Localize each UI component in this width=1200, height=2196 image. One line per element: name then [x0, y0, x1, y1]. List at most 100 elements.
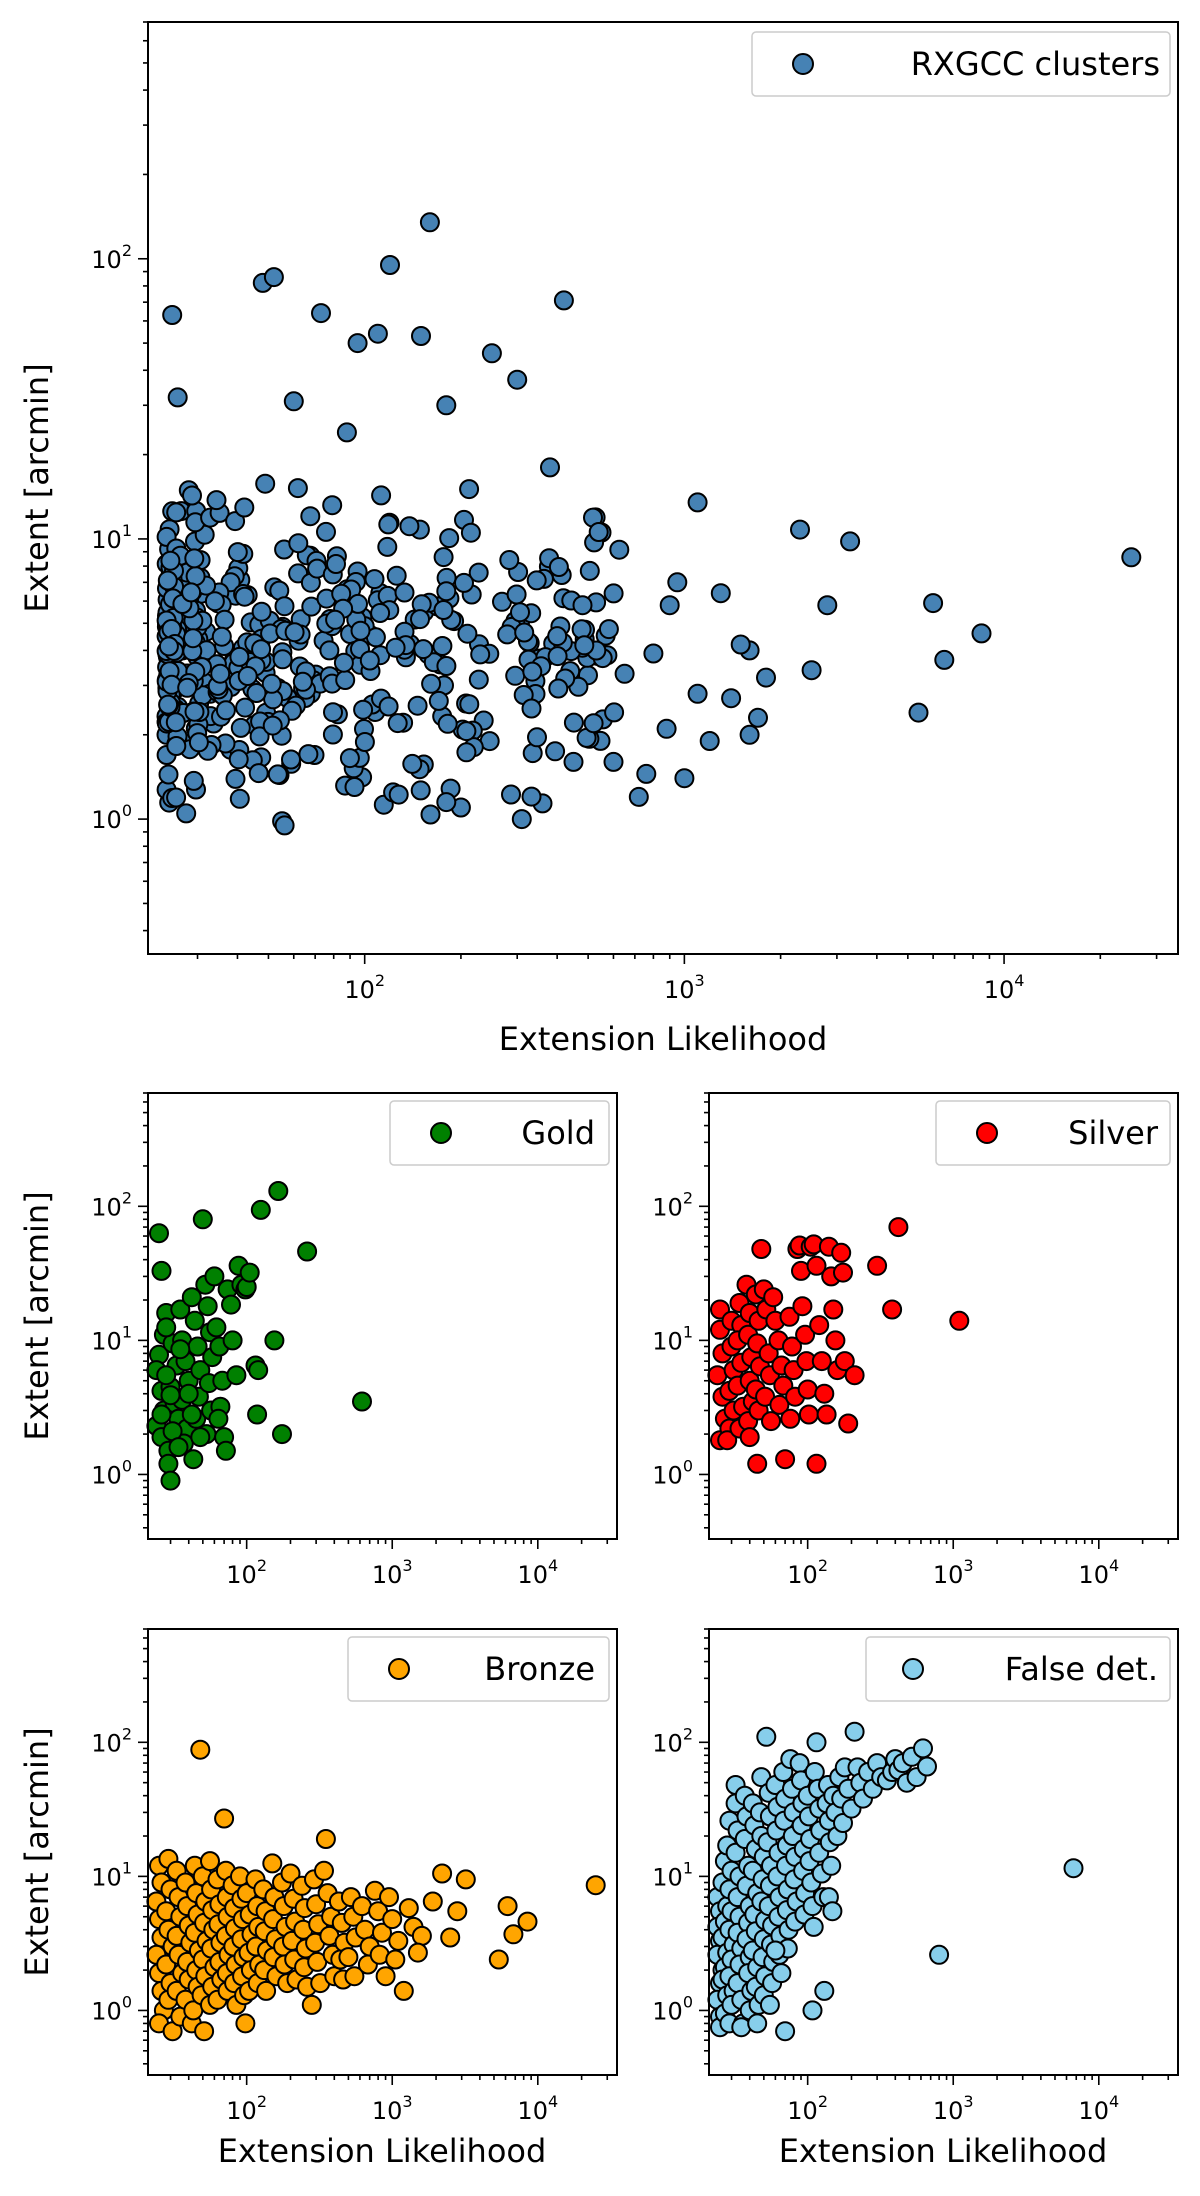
bronze-legend: Bronze: [347, 1636, 610, 1702]
gold-point: [190, 1427, 211, 1448]
bronze-point: [372, 1922, 392, 1943]
gold-point: [222, 1330, 243, 1351]
panel-false: 102 103 104 100 101 102 False det. Extension …: [652, 1628, 1179, 2170]
main-point: [177, 677, 198, 698]
false-point: [759, 1994, 780, 2015]
bronze-frame: [147, 1628, 618, 2076]
main-point: [748, 707, 768, 728]
main-point: [687, 683, 708, 704]
main-point: [436, 581, 457, 602]
bronze-point: [200, 1851, 220, 1872]
main-point: [454, 572, 474, 593]
false-point: [913, 1738, 933, 1759]
main-point: [214, 609, 235, 630]
bronze-point: [190, 1739, 211, 1760]
main-point: [497, 624, 518, 645]
main-point: [272, 649, 293, 670]
gold-point: [268, 1181, 289, 1201]
main-point: [225, 511, 246, 532]
silver-point: [780, 1408, 801, 1429]
main-point: [316, 521, 336, 542]
main-point: [971, 623, 992, 644]
gold-point: [170, 1299, 191, 1320]
main-point: [335, 670, 356, 690]
bronze-xtick-label: 104: [517, 2092, 558, 2125]
silver-point: [761, 1411, 781, 1432]
bronze-point: [375, 1966, 396, 1987]
panel-silver: 102 103 104 100 101 102 Silver: [652, 1092, 1179, 1589]
main-point: [347, 333, 368, 354]
main-point: [436, 792, 457, 813]
main-point: [229, 788, 250, 809]
bronze-legend-label: Bronze: [484, 1650, 595, 1688]
bronze-point: [497, 1896, 518, 1917]
main-point: [370, 603, 391, 623]
gold-point: [352, 1391, 372, 1412]
main-point: [583, 713, 604, 734]
gold-legend-marker: [430, 1122, 452, 1144]
main-point: [756, 667, 776, 688]
gold-point: [226, 1365, 247, 1386]
bronze-point: [214, 1808, 235, 1829]
main-point: [521, 786, 542, 807]
false-xtick-label: 102: [787, 2092, 828, 2125]
gold-point: [151, 1404, 172, 1425]
main-point: [609, 539, 630, 560]
panel-gold: 102 103 104 100 101 102 Gold Extent [arcmin]: [18, 1092, 618, 1589]
main-point: [526, 570, 547, 591]
main-point: [481, 343, 502, 364]
main-point: [166, 736, 187, 756]
bronze-ytick-label: 102: [91, 1724, 132, 1757]
panel-bronze: 102 103 104 100 101 102 Bronze Extension Like…: [18, 1628, 618, 2170]
bronze-point: [315, 1829, 336, 1849]
main-point: [380, 255, 400, 275]
bronze-point: [301, 1994, 322, 2015]
main-point: [603, 751, 624, 772]
gold-point: [156, 1317, 177, 1338]
silver-point: [888, 1217, 909, 1238]
main-point: [548, 557, 569, 577]
main-point: [407, 695, 428, 716]
main-point: [261, 673, 282, 694]
silver-point: [798, 1404, 819, 1425]
main-point: [598, 619, 619, 640]
main-point: [522, 661, 543, 682]
main-point: [506, 584, 527, 605]
main-point: [527, 727, 547, 748]
main-point: [158, 694, 179, 715]
silver-ytick-label: 102: [652, 1188, 693, 1221]
main-point: [817, 595, 838, 616]
gold-ytick-label: 100: [91, 1456, 132, 1489]
main-point: [274, 815, 295, 836]
false-point: [833, 1813, 853, 1833]
main-point: [1121, 547, 1142, 568]
main-point: [336, 422, 357, 443]
main-point: [505, 665, 526, 686]
main-points: [156, 212, 1142, 836]
main-point: [614, 663, 635, 684]
bronze-point: [194, 2021, 215, 2042]
main-legend-label: RXGCC clusters: [911, 45, 1160, 83]
gold-point: [149, 1223, 169, 1244]
main-point: [460, 522, 481, 543]
panel-main: 102 103 104 100 101 102 RXGCC clusters Extens…: [18, 21, 1179, 1058]
main-point: [248, 763, 269, 784]
main-point: [300, 506, 321, 527]
false-point: [929, 1944, 950, 1965]
gold-point: [168, 1437, 189, 1458]
main-point: [547, 626, 568, 647]
main-point: [333, 652, 354, 673]
silver-point: [751, 1239, 772, 1259]
main-point: [636, 763, 657, 784]
main-point: [246, 683, 267, 703]
main-point: [572, 595, 593, 616]
main-point: [563, 712, 584, 733]
main-point: [386, 565, 407, 586]
main-point: [176, 803, 197, 824]
false-point: [765, 1940, 786, 1961]
bronze-point: [379, 1887, 399, 1908]
main-point: [234, 497, 255, 518]
silver-point: [769, 1394, 790, 1415]
main-point: [215, 700, 236, 721]
